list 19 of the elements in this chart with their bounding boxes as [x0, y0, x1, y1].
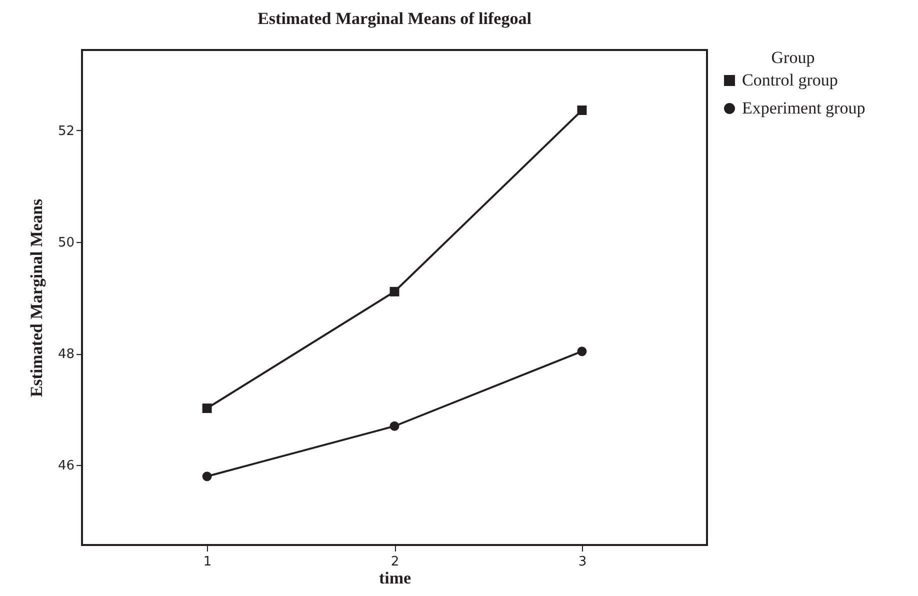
- x-tick-label: 1: [203, 554, 212, 570]
- y-tick-label: 48: [58, 347, 74, 362]
- point: [577, 106, 587, 116]
- x-tick-label: 3: [578, 554, 587, 570]
- legend-label: Control group: [742, 70, 838, 90]
- y-tick-label: 52: [58, 124, 74, 139]
- point: [390, 421, 400, 431]
- legend-title: Group: [771, 48, 815, 67]
- point: [577, 346, 587, 356]
- y-tick-label: 50: [58, 235, 74, 250]
- y-tick-label: 46: [58, 458, 74, 474]
- point: [390, 286, 400, 296]
- point: [202, 404, 212, 414]
- point: [202, 472, 212, 482]
- chart-title: Estimated Marginal Means of lifegoal: [258, 9, 532, 28]
- legend-label: Experiment group: [742, 98, 866, 118]
- x-axis-title: time: [378, 568, 412, 588]
- y-axis-title: Estimated Marginal Means: [26, 198, 46, 398]
- x-tick-label: 2: [390, 554, 400, 570]
